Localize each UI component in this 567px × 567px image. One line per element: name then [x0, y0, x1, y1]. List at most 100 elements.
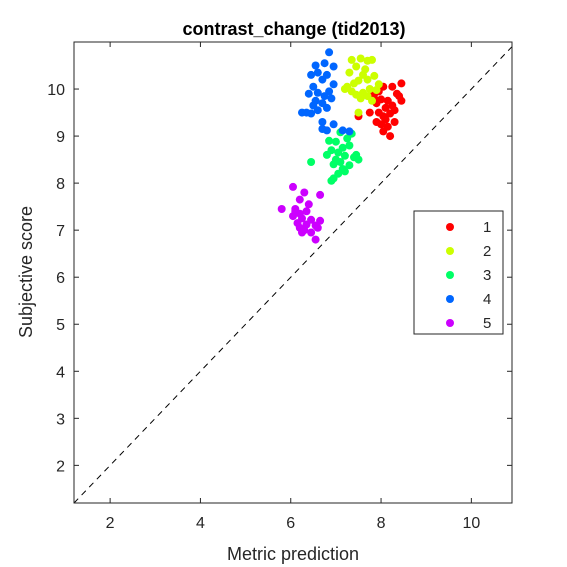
data-point — [350, 79, 358, 88]
y-tick-label: 9 — [56, 129, 65, 146]
data-point — [352, 150, 361, 159]
y-tick-label: 7 — [56, 223, 65, 240]
data-point — [374, 80, 383, 89]
data-point — [311, 61, 320, 70]
data-point — [347, 87, 356, 96]
chart-title: contrast_change (tid2013) — [182, 19, 405, 39]
data-point — [277, 205, 286, 213]
x-tick-label: 4 — [196, 515, 205, 532]
legend-label: 2 — [483, 243, 491, 260]
data-point — [318, 125, 327, 133]
legend-marker — [446, 271, 454, 279]
y-tick-label: 2 — [56, 458, 65, 475]
data-point — [307, 228, 316, 237]
data-point — [356, 94, 365, 103]
y-tick-label: 4 — [56, 364, 65, 381]
data-point — [322, 150, 331, 159]
data-point — [361, 65, 370, 74]
data-point — [345, 127, 354, 136]
data-point — [354, 108, 363, 117]
data-point — [340, 167, 349, 176]
data-point — [313, 106, 322, 115]
data-point — [325, 136, 334, 145]
data-point — [334, 148, 343, 157]
data-point — [329, 80, 338, 89]
y-tick-label: 8 — [56, 176, 65, 193]
data-point — [318, 75, 327, 84]
data-point — [397, 79, 406, 88]
series-5 — [277, 182, 325, 244]
data-point — [397, 96, 406, 105]
legend-item-1: 1 — [446, 219, 491, 236]
data-point — [295, 195, 304, 204]
data-point — [307, 109, 316, 118]
legend-label: 3 — [483, 267, 491, 284]
x-tick-label: 2 — [106, 515, 115, 532]
y-tick-label: 3 — [56, 411, 65, 428]
data-point — [363, 75, 372, 84]
x-axis: 2 4 6 8 10 — [106, 42, 480, 532]
legend-marker — [446, 295, 454, 303]
legend-item-2: 2 — [446, 243, 491, 260]
data-point — [327, 94, 336, 103]
data-point — [291, 207, 300, 216]
data-point — [329, 62, 338, 71]
data-point — [340, 85, 349, 93]
data-point — [386, 109, 395, 118]
legend-marker — [446, 319, 454, 327]
data-point — [372, 118, 381, 126]
data-point — [304, 89, 313, 98]
data-point — [345, 68, 354, 77]
legend-item-3: 3 — [446, 267, 491, 284]
data-point — [313, 68, 322, 77]
legend-label: 4 — [483, 291, 491, 308]
data-point — [289, 182, 297, 191]
data-point — [340, 151, 349, 160]
data-point — [363, 92, 372, 101]
x-tick-label: 8 — [377, 515, 386, 532]
series-4 — [298, 48, 354, 136]
data-point — [379, 127, 388, 136]
data-point — [302, 207, 311, 216]
legend-label: 1 — [483, 219, 491, 236]
y-tick-label: 10 — [47, 82, 65, 99]
data-point — [322, 103, 331, 112]
data-point — [309, 82, 318, 91]
legend: 1 2 3 4 5 — [413, 210, 504, 335]
x-axis-label: Metric prediction — [227, 544, 359, 564]
data-point — [311, 235, 320, 244]
data-point — [329, 120, 338, 129]
data-point — [318, 118, 327, 126]
data-point — [304, 200, 313, 209]
data-point — [316, 190, 325, 199]
data-point — [388, 101, 397, 110]
series-2 — [340, 54, 383, 117]
data-point — [345, 141, 354, 150]
data-point — [352, 62, 361, 71]
legend-box — [413, 210, 504, 335]
data-point — [327, 176, 336, 185]
y-tick-label: 5 — [56, 317, 65, 334]
data-point — [365, 85, 374, 93]
data-point — [313, 88, 322, 97]
data-point — [329, 160, 338, 169]
data-point — [356, 54, 365, 63]
data-point — [331, 137, 340, 146]
legend-label: 5 — [483, 315, 491, 332]
data-point — [390, 118, 399, 126]
data-point — [313, 223, 322, 232]
y-axis-label: Subjective score — [16, 206, 36, 338]
data-point — [307, 158, 316, 166]
data-point — [300, 188, 309, 197]
data-point — [325, 48, 334, 57]
y-axis: 2 3 4 5 6 7 8 9 10 — [47, 82, 512, 475]
x-tick-label: 6 — [286, 515, 295, 532]
data-point — [381, 115, 390, 124]
data-point — [370, 71, 379, 80]
legend-marker — [446, 247, 454, 255]
data-point — [381, 103, 390, 112]
data-point — [347, 55, 356, 64]
data-point — [320, 92, 329, 101]
legend-item-4: 4 — [446, 291, 491, 308]
